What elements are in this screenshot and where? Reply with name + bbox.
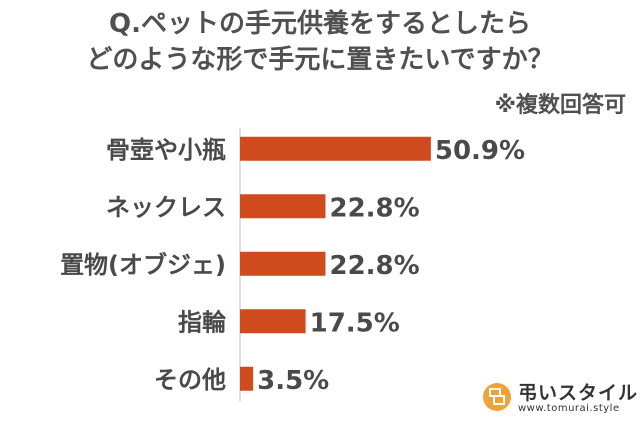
bar — [240, 194, 326, 219]
category-label: 置物(オブジェ) — [60, 251, 226, 279]
logo-url: www.tomurai.style — [518, 403, 620, 414]
logo-name: 弔いスタイル — [518, 382, 639, 404]
value-label: 17.5% — [310, 308, 400, 338]
tomurai-style-logo-icon — [483, 383, 511, 411]
value-label: 22.8% — [330, 193, 420, 223]
category-label: ネックレス — [106, 193, 226, 221]
title-line-2: どのような形で手元に置きたいですか？ — [86, 45, 554, 75]
brand-logo: 弔いスタイル www.tomurai.style — [482, 378, 637, 418]
value-label: 22.8% — [330, 251, 420, 281]
category-label: その他 — [154, 366, 226, 394]
title-line-1: Q.ペットの手元供養をするとしたら — [109, 9, 531, 39]
multiple-answers-note: ※複数回答可 — [494, 93, 626, 118]
value-label: 50.9% — [435, 136, 525, 166]
bar — [240, 136, 431, 161]
category-label: 指輪 — [178, 308, 227, 336]
bar — [240, 366, 254, 391]
value-label: 3.5% — [257, 366, 329, 396]
chart-title: Q.ペットの手元供養をするとしたら どのような形で手元に置きたいですか？ — [0, 6, 640, 78]
bar — [240, 309, 306, 334]
category-label: 骨壺や小瓶 — [106, 136, 226, 164]
bar — [240, 251, 326, 276]
